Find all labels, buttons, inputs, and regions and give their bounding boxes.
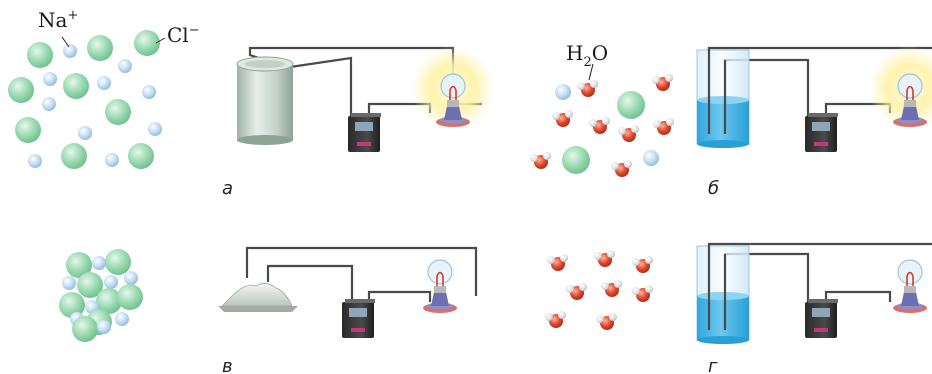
panel-label-a: а <box>222 178 233 199</box>
salt-pile <box>218 283 298 312</box>
circuit-b <box>696 46 932 152</box>
circuit-a <box>236 46 495 152</box>
power-source-v <box>342 299 375 338</box>
bulb-g <box>892 259 928 314</box>
power-source-g <box>805 299 838 338</box>
water-leader-line <box>588 63 594 81</box>
panel-label-g: г <box>708 356 718 374</box>
salt-cylinder <box>236 56 294 145</box>
panel-label-v: в <box>222 356 233 374</box>
beaker-b <box>696 48 750 148</box>
sodium-label: Na+ <box>38 8 78 32</box>
crystal-cluster <box>59 249 143 342</box>
sodium-leader-line <box>61 36 70 48</box>
power-source-b <box>805 113 838 152</box>
circuit-v <box>218 246 478 338</box>
circuit-g <box>696 242 932 344</box>
solution-particles-top-right <box>530 74 674 177</box>
beaker-g <box>696 244 750 344</box>
water-label: H2O <box>566 41 608 70</box>
power-source-a <box>348 113 381 152</box>
ion-field-top-left <box>8 30 162 169</box>
water-molecules-bottom-right <box>545 250 653 330</box>
chloride-leader-line <box>155 37 166 44</box>
panel-label-b: б <box>708 178 719 199</box>
chloride-label: Cl− <box>167 23 200 47</box>
bulb-v <box>422 259 458 314</box>
